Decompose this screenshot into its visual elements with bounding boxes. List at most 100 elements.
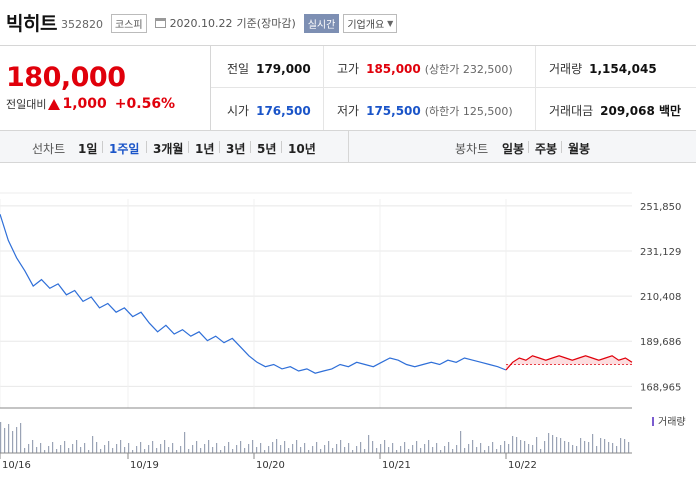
period-1d[interactable]: 1일 (78, 142, 98, 156)
stat-label: 시가 (227, 104, 250, 118)
stat-label: 저가 (337, 104, 360, 118)
volume-bar (524, 441, 526, 453)
price-summary: 180,000 전일대비 1,000 +0.56% 전일 179,000 고가 … (0, 45, 696, 131)
volume-bars (0, 422, 630, 453)
volume-bar (52, 442, 54, 453)
volume-bar (408, 449, 410, 453)
volume-bar (484, 450, 486, 453)
volume-bar (460, 431, 462, 453)
period-3m[interactable]: 3개월 (153, 142, 184, 156)
stat-sub: (상한가 232,500) (424, 62, 513, 76)
market-badge: 코스피 (110, 13, 147, 33)
divider (102, 141, 103, 153)
volume-bar (240, 441, 242, 453)
volume-bar (172, 443, 174, 453)
stat-open: 시가 176,500 (227, 102, 311, 119)
y-tick-label: 210,408 (640, 292, 681, 303)
period-1y[interactable]: 1년 (195, 142, 215, 156)
volume-bar (312, 446, 314, 453)
current-price-box: 180,000 전일대비 1,000 +0.56% (0, 46, 211, 130)
x-tick-label: 10/20 (256, 460, 285, 471)
volume-bar (520, 440, 522, 453)
volume-bar (184, 432, 186, 453)
volume-bar (352, 450, 354, 453)
volume-bar (532, 445, 534, 453)
volume-bar (96, 442, 98, 453)
y-tick-label: 231,129 (640, 247, 681, 258)
volume-bar (548, 433, 550, 453)
y-tick-label: 189,686 (640, 337, 681, 348)
volume-bar (476, 447, 478, 453)
volume-bar (244, 448, 246, 453)
candle-monthly[interactable]: 월봉 (568, 142, 591, 156)
volume-bar (456, 445, 458, 453)
period-3y[interactable]: 3년 (226, 142, 246, 156)
candle-weekly[interactable]: 주봉 (535, 142, 558, 156)
volume-bar (492, 442, 494, 453)
volume-bar (68, 448, 70, 453)
volume-bar (536, 437, 538, 453)
volume-bar (528, 444, 530, 453)
volume-bar (380, 444, 382, 453)
volume-bar (144, 449, 146, 453)
volume-bar (340, 440, 342, 453)
volume-bar (396, 450, 398, 453)
volume-bar (596, 446, 598, 453)
volume-bar (412, 445, 414, 453)
volume-bar (568, 442, 570, 453)
stat-value: 175,500 (366, 103, 421, 118)
volume-bar (0, 422, 2, 453)
divider (146, 141, 147, 153)
volume-bar (264, 450, 266, 453)
realtime-button[interactable]: 실시간 (303, 13, 340, 33)
candle-daily[interactable]: 일봉 (502, 142, 525, 156)
volume-bar (136, 446, 138, 453)
volume-bar (268, 446, 270, 453)
volume-bar (564, 441, 566, 453)
volume-bar (8, 424, 10, 453)
volume-bar (540, 449, 542, 453)
volume-bar (272, 442, 274, 453)
volume-bar (316, 442, 318, 453)
period-5y[interactable]: 5년 (257, 142, 277, 156)
chevron-down-icon: ▼ (387, 18, 394, 28)
volume-bar (392, 443, 394, 453)
period-10y[interactable]: 10년 (288, 142, 316, 156)
volume-bar (608, 442, 610, 453)
column-divider (323, 46, 324, 130)
company-info-dropdown[interactable]: 기업개요 ▼ (343, 13, 398, 33)
volume-bar (156, 448, 158, 453)
volume-bar (324, 445, 326, 453)
volume-bar (428, 440, 430, 453)
volume-bar (512, 436, 514, 453)
volume-bar (452, 449, 454, 453)
volume-bar (588, 442, 590, 453)
volume-bar (300, 447, 302, 453)
stock-name[interactable]: 빅히트 (6, 12, 57, 35)
volume-bar (604, 439, 606, 453)
volume-bar (148, 445, 150, 453)
volume-bar (288, 448, 290, 453)
volume-bar (80, 447, 82, 453)
period-1w[interactable]: 1주일 (109, 142, 140, 156)
stat-low: 저가 175,500 (하한가 125,500) (337, 102, 513, 119)
volume-bar (120, 440, 122, 453)
x-tick-label: 10/16 (2, 460, 31, 471)
volume-bar (260, 443, 262, 453)
volume-bar (84, 443, 86, 453)
volume-bar (160, 444, 162, 453)
volume-bar (500, 445, 502, 453)
volume-bar (516, 437, 518, 453)
volume-bar (332, 448, 334, 453)
divider (219, 141, 220, 153)
volume-bar (292, 444, 294, 453)
volume-bar (20, 423, 22, 453)
volume-bar (208, 440, 210, 453)
volume-bar (360, 442, 362, 453)
divider (250, 141, 251, 153)
volume-bar (44, 450, 46, 453)
volume-bar (576, 446, 578, 453)
stat-value: 179,000 (256, 61, 311, 76)
